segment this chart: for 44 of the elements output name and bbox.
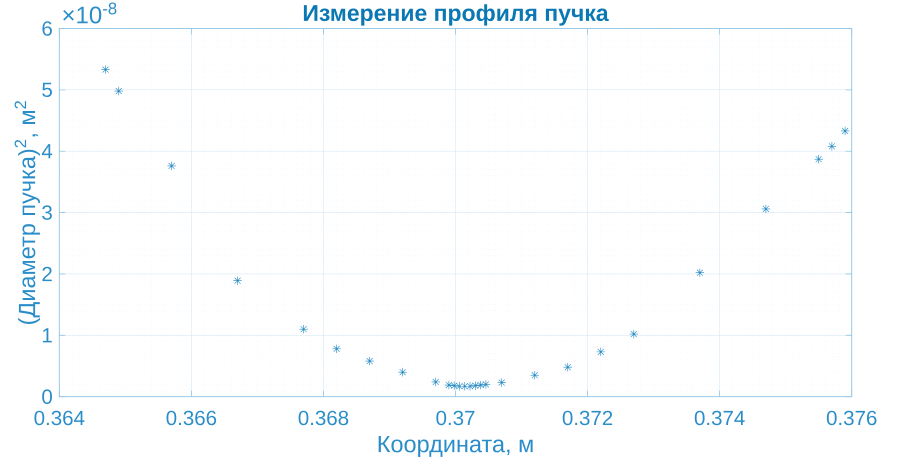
point	[814, 154, 824, 164]
x-tick-label: 0.372	[562, 410, 612, 426]
point	[365, 356, 374, 366]
point	[454, 382, 464, 391]
point	[840, 126, 850, 136]
point	[233, 276, 242, 286]
point	[431, 377, 440, 386]
x-tick-label: 0.368	[298, 410, 348, 426]
point	[470, 381, 480, 390]
x-tick-label: 0.374	[694, 410, 745, 426]
point	[398, 368, 408, 377]
point	[167, 161, 176, 170]
point	[596, 347, 606, 356]
y-tick-label: 5	[42, 82, 52, 98]
text: ×10$^{-8}$	[63, 2, 116, 24]
x-axis-title: Координата, м	[378, 436, 533, 458]
chart-title: Измерение профиля пучка	[304, 4, 609, 26]
y-tick-label: 4	[42, 144, 52, 158]
point	[101, 65, 110, 74]
y-tick-label: 6	[42, 21, 52, 36]
point	[827, 142, 836, 151]
x-tick-label: 0.376	[826, 410, 876, 426]
y-tick-label: 0	[42, 389, 52, 404]
x-tick-label: 0.364	[34, 410, 84, 426]
point	[450, 381, 459, 390]
y-tick-label: 3	[42, 205, 52, 220]
point	[481, 380, 490, 389]
x-tick-label: 0.366	[166, 410, 216, 426]
y-axis-title: (Диаметр пучка)$^{2}$, м$^{2}$	[14, 101, 40, 324]
point	[563, 362, 572, 372]
point	[466, 382, 475, 391]
point	[695, 268, 704, 278]
point	[530, 370, 540, 380]
point	[299, 324, 308, 334]
point	[761, 204, 770, 214]
point	[497, 378, 506, 388]
point	[444, 380, 454, 390]
y-tick-label: 1	[42, 328, 52, 342]
x-tick-label: 0.37	[436, 410, 474, 426]
point	[629, 330, 638, 339]
point	[476, 380, 486, 390]
point	[114, 86, 124, 96]
y-tick-label: 2	[42, 266, 52, 282]
point	[332, 344, 342, 354]
